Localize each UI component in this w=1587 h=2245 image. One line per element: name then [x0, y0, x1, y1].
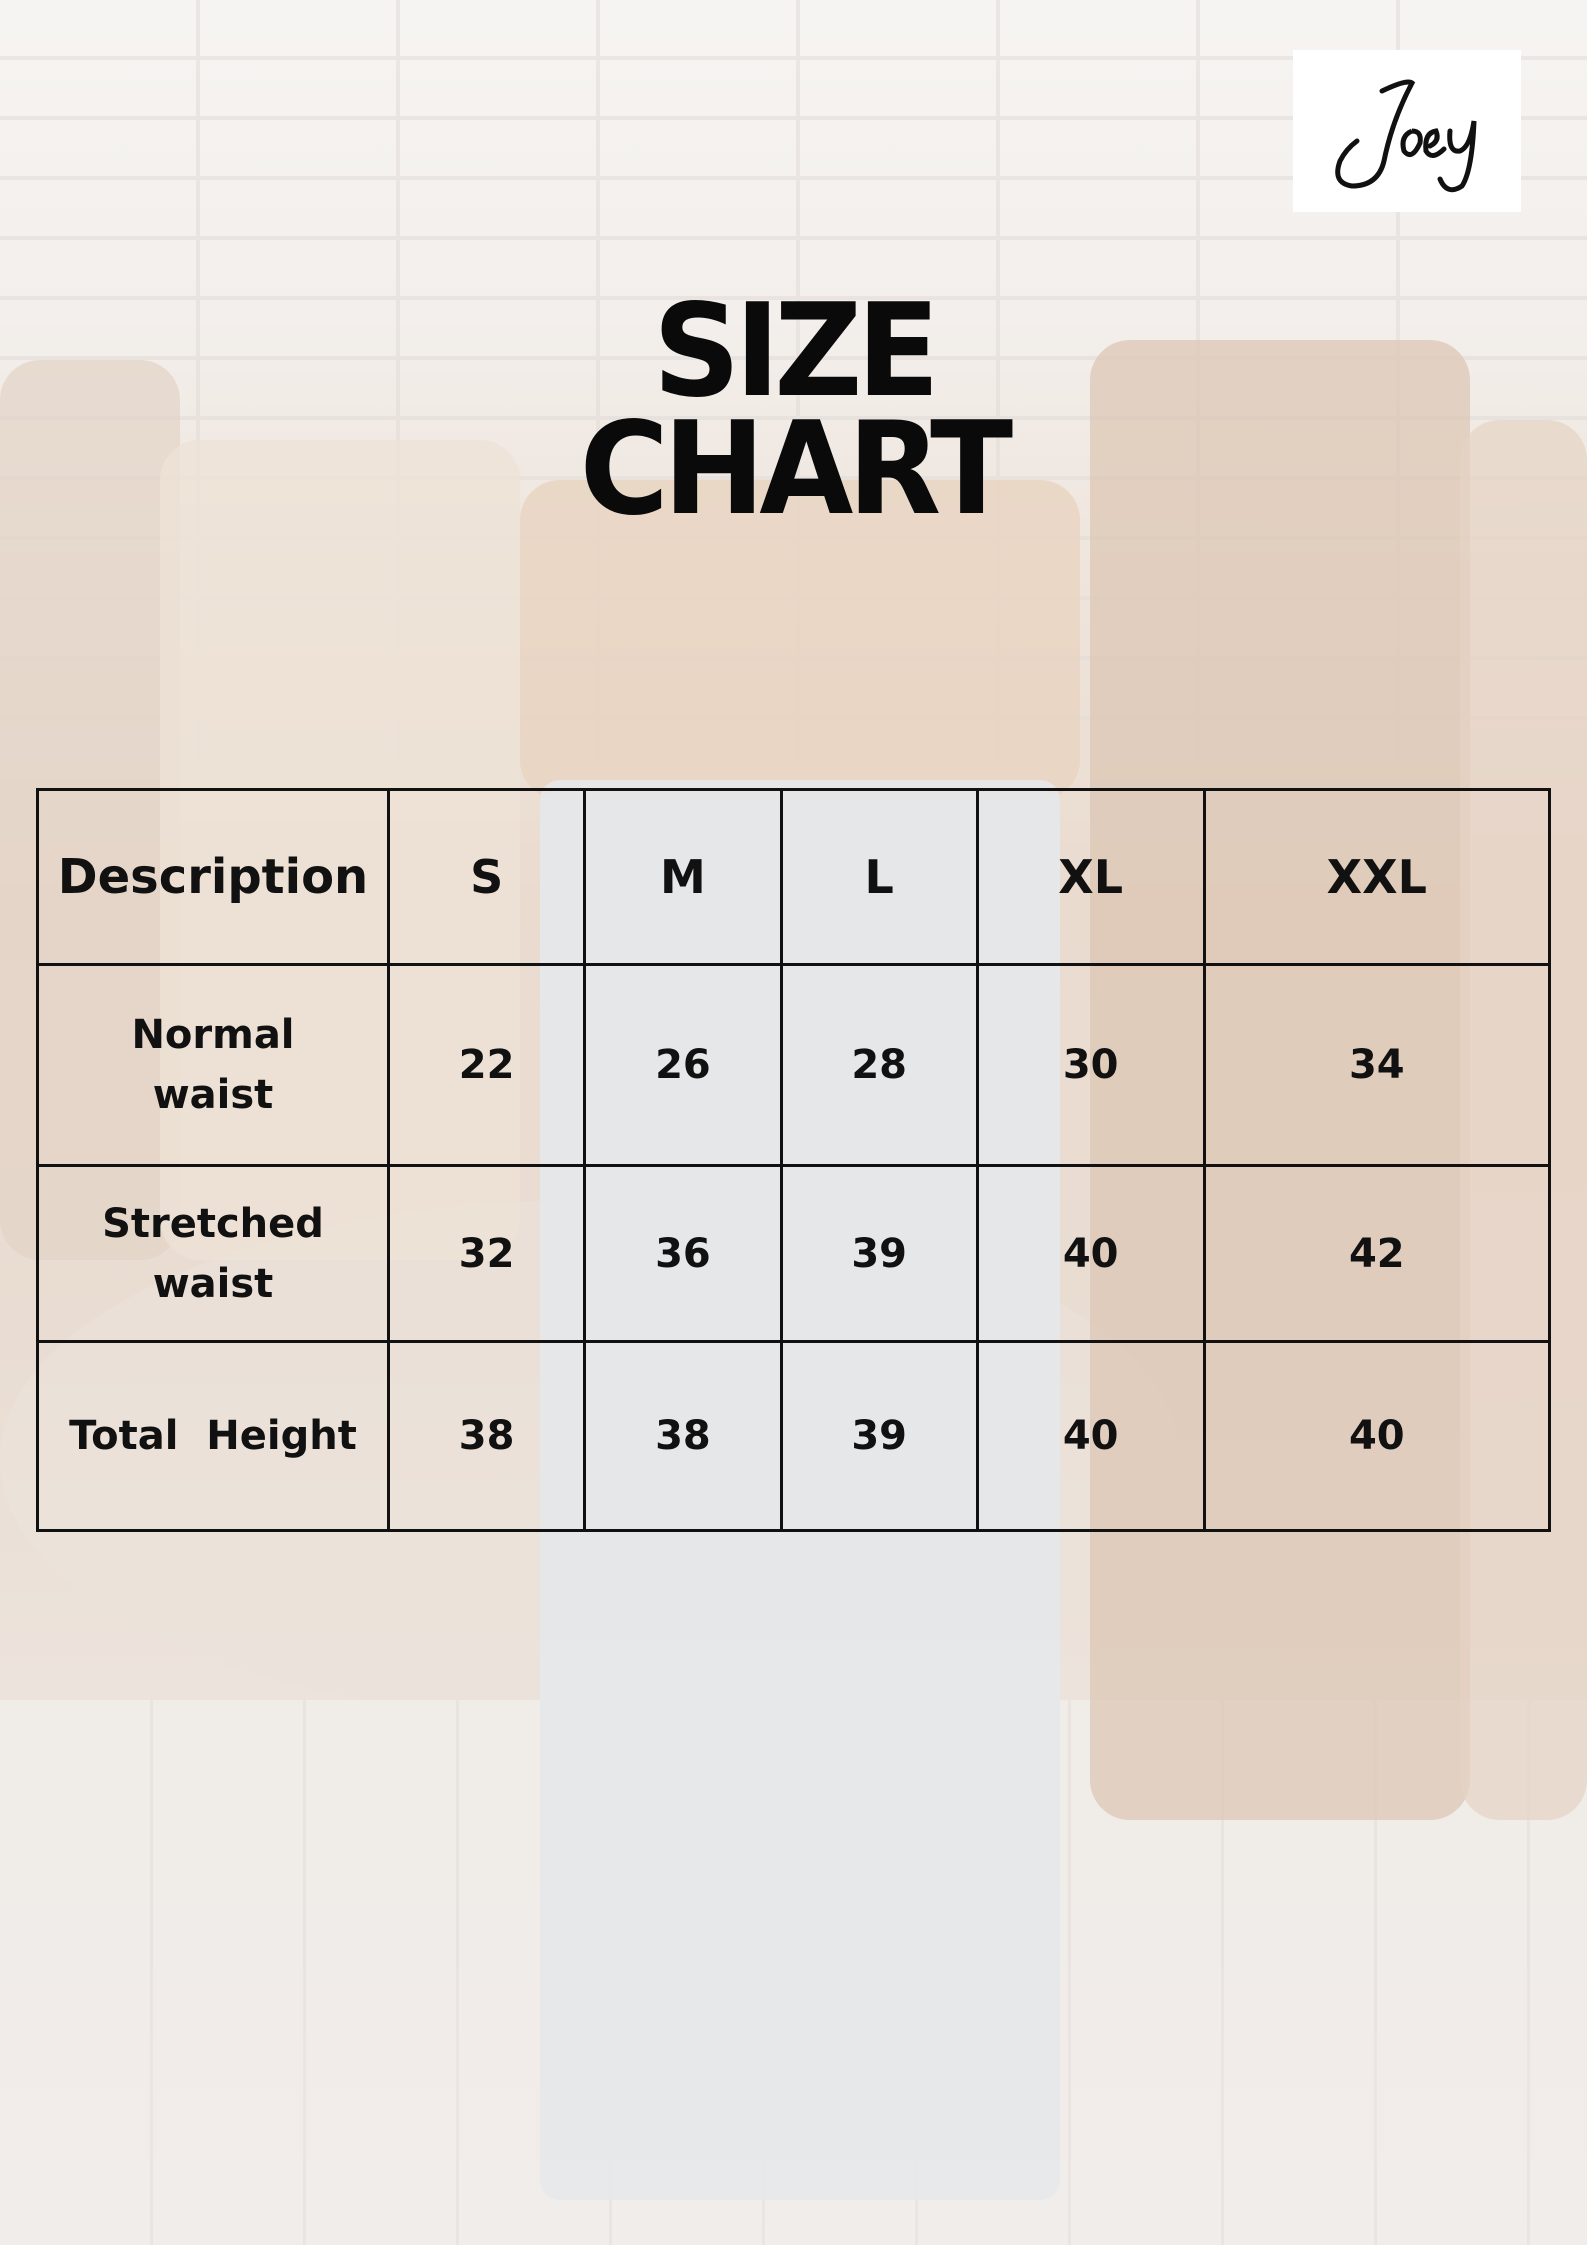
cell-value: 40 — [975, 1340, 1206, 1532]
header-description: Description — [36, 788, 390, 966]
header-size-xxl: XXL — [1202, 788, 1552, 966]
row-label-line: Normal — [131, 1012, 295, 1058]
header-size-s: S — [386, 788, 587, 966]
cell-value: 40 — [1202, 1340, 1552, 1532]
cell-value: 40 — [975, 1164, 1206, 1343]
cell-value: 28 — [779, 963, 979, 1167]
table-row: Normal waist 22 26 28 30 34 — [36, 963, 1552, 1167]
cell-value: 39 — [779, 1340, 979, 1532]
brand-logo — [1293, 50, 1521, 212]
cell-value: 38 — [583, 1340, 783, 1532]
cell-value: 36 — [583, 1164, 783, 1343]
row-label: Stretched waist — [36, 1164, 390, 1343]
cell-value: 38 — [386, 1340, 587, 1532]
title-line-1: SIZE — [652, 277, 940, 426]
row-label-line: waist — [152, 1072, 274, 1118]
cell-value: 26 — [583, 963, 783, 1167]
cell-value: 32 — [386, 1164, 587, 1343]
cell-value: 34 — [1202, 963, 1552, 1167]
cell-value: 22 — [386, 963, 587, 1167]
size-chart-table: Description S M L XL XXL Normal waist 22 … — [36, 788, 1552, 1532]
header-size-l: L — [779, 788, 979, 966]
table-header-row: Description S M L XL XXL — [36, 788, 1552, 966]
cell-value: 30 — [975, 963, 1206, 1167]
row-label-line: Stretched — [102, 1200, 324, 1247]
row-label: Normal waist — [36, 963, 390, 1167]
joey-signature-logo — [1335, 79, 1477, 193]
row-label-line: Total Height — [69, 1413, 357, 1459]
cell-value: 39 — [779, 1164, 979, 1343]
title-line-2: CHART — [579, 395, 1013, 544]
header-size-m: M — [583, 788, 783, 966]
table-row: Stretched waist 32 36 39 40 42 — [36, 1164, 1552, 1343]
row-label-line: waist — [152, 1260, 274, 1307]
row-label: Total Height — [36, 1340, 390, 1532]
mannequin-twist-top-background — [520, 480, 1080, 800]
table-row: Total Height 38 38 39 40 40 — [36, 1340, 1552, 1532]
header-size-xl: XL — [975, 788, 1206, 966]
cell-value: 42 — [1202, 1164, 1552, 1343]
